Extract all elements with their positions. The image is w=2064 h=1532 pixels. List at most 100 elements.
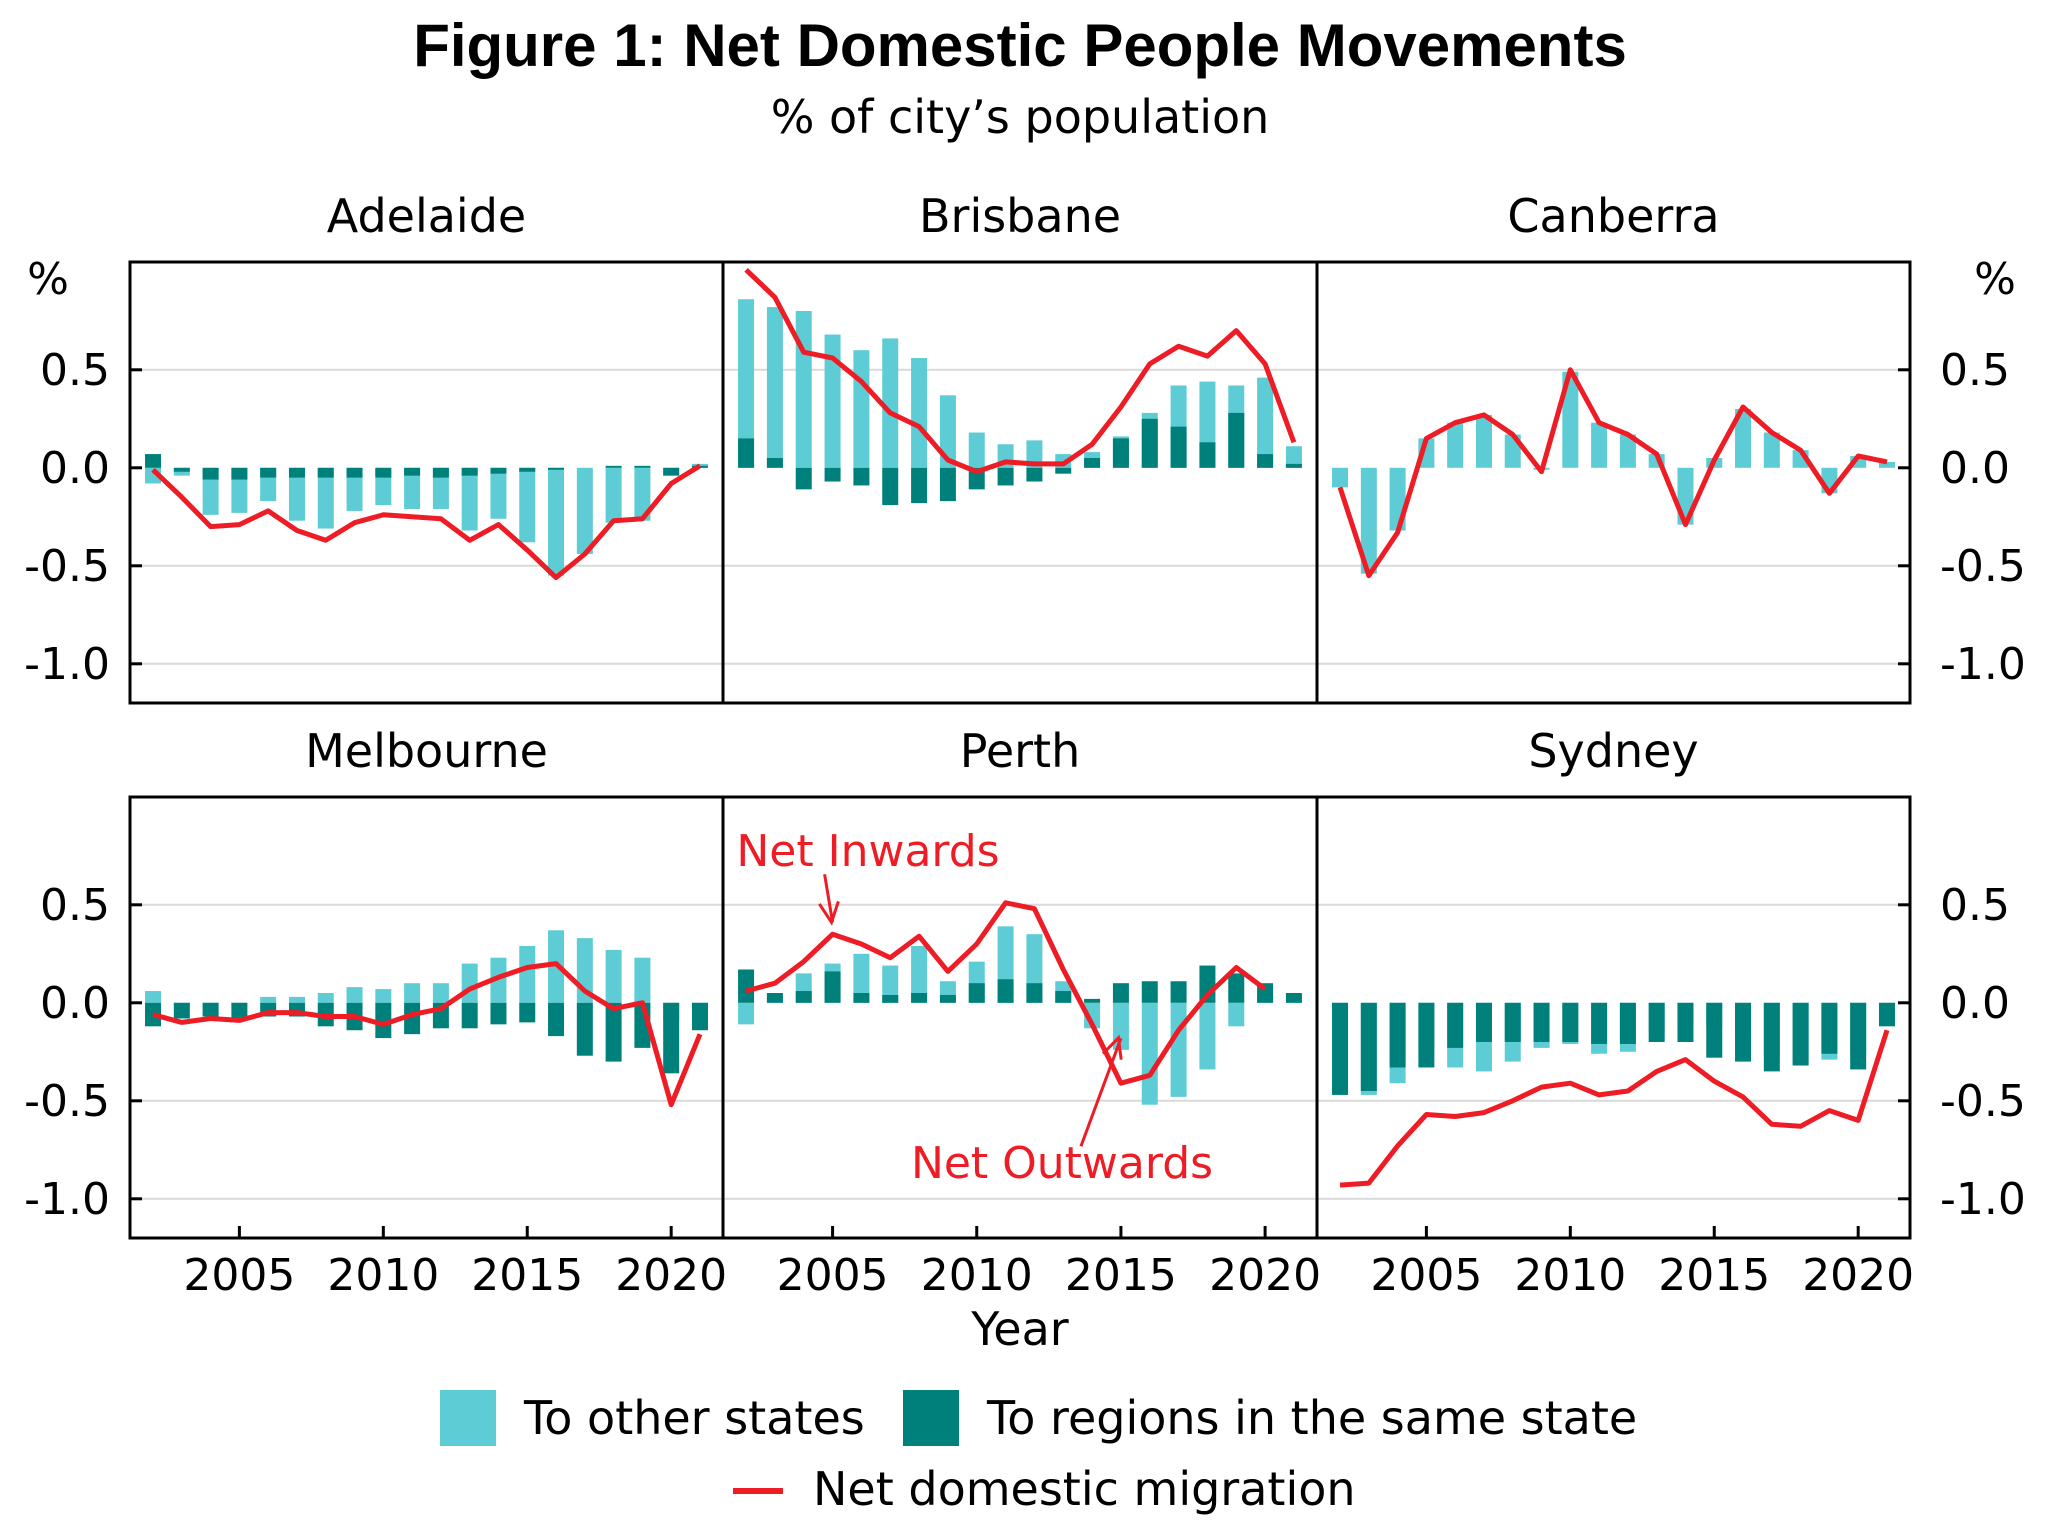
bar-same-state-2005: [824, 467, 841, 482]
chart-panels: Adelaide 0.5 0.0 -0.5 -1.0% Brisbane Canberra 0…: [24, 189, 2026, 1301]
bar-other-states-2019: [634, 467, 651, 521]
bar-same-state-2006: [853, 993, 870, 1003]
bar-other-states-2006: [853, 350, 870, 468]
panel-perth: Perth 2005 2010 2015 2020 Net Inwards Net Outw…: [721, 724, 1321, 1301]
x-tick-label: 2010: [1514, 1250, 1626, 1301]
bar-other-states-2021: [1878, 461, 1895, 468]
legend-swatch-to-other-states: [440, 1390, 496, 1446]
legend-swatch-to-regions-in-the-same-state: [903, 1390, 959, 1446]
bar-same-state-2015: [1112, 983, 1129, 1003]
bar-same-state-2015: [519, 467, 536, 472]
y-tick-label: -1.0: [1940, 639, 2026, 690]
bar-same-state-2019: [1228, 973, 1245, 1003]
panel-frame-adelaide: [128, 260, 725, 705]
y-unit-right: %: [1974, 254, 2016, 305]
panel-title-melbourne: Melbourne: [305, 724, 548, 778]
net-line-canberra: [1337, 367, 1888, 579]
bar-other-states-2017: [576, 467, 593, 555]
bar-same-state-2005: [231, 467, 248, 480]
bar-same-state-2019: [1228, 412, 1245, 468]
y-tick-label: 0.5: [40, 880, 110, 931]
bar-same-state-2014: [490, 467, 507, 474]
bar-other-states-2016: [1735, 409, 1752, 468]
bar-other-states-2016: [548, 467, 565, 576]
bar-other-states-2015: [519, 467, 536, 543]
bar-same-state-2005: [824, 971, 841, 1003]
bar-same-state-2014: [1084, 998, 1101, 1003]
x-tick-label: 2005: [777, 1250, 889, 1301]
bar-same-state-2009: [1533, 1002, 1550, 1042]
annotation-arrow-line: [1079, 1037, 1123, 1147]
bar-same-state-2005: [231, 1002, 248, 1019]
bar-same-state-2002: [738, 969, 755, 1003]
y-tick-label: -0.5: [1940, 1076, 2026, 1127]
bar-other-states-2006: [1447, 422, 1464, 468]
bar-same-state-2011: [997, 979, 1014, 1003]
bar-same-state-2019: [1821, 1002, 1838, 1054]
bar-other-states-2007: [882, 338, 899, 468]
x-tick-label: 2005: [1370, 1250, 1482, 1301]
bar-same-state-2007: [882, 467, 899, 506]
bar-other-states-2002: [738, 299, 755, 468]
panel-adelaide: Adelaide 0.5 0.0 -0.5 -1.0%: [24, 189, 725, 705]
bar-same-state-2012: [1026, 467, 1043, 482]
y-tick-label: -1.0: [24, 1174, 110, 1225]
bar-other-states-2011: [404, 467, 421, 509]
bar-same-state-2015: [519, 1002, 536, 1023]
bar-same-state-2003: [1360, 1002, 1377, 1091]
net-line-sydney: [1339, 1029, 1890, 1188]
bar-same-state-2021: [1285, 993, 1302, 1003]
x-tick-label: 2020: [615, 1250, 727, 1301]
bar-other-states-2015: [519, 945, 536, 1003]
y-tick-label: 0.0: [1940, 443, 2010, 494]
bar-same-state-2018: [605, 1002, 622, 1062]
bar-other-states-2019: [634, 957, 651, 1003]
bar-other-states-2008: [317, 467, 334, 529]
bar-other-states-2013: [461, 963, 478, 1003]
bar-other-states-2009: [939, 395, 956, 468]
annotation-net-outwards: Net Outwards: [911, 1138, 1213, 1189]
bar-other-states-2012: [432, 467, 449, 509]
x-tick-label: 2015: [1658, 1250, 1770, 1301]
bar-other-states-2009: [346, 987, 363, 1003]
bar-same-state-2014: [1677, 1002, 1694, 1042]
bar-same-state-2018: [1792, 1002, 1809, 1066]
y-tick-label: 0.0: [40, 443, 110, 494]
bar-same-state-2019: [634, 465, 651, 468]
bar-other-states-2008: [317, 993, 334, 1003]
bar-other-states-2006: [853, 953, 870, 1003]
bar-other-states-2014: [490, 467, 507, 519]
bar-other-states-2011: [404, 983, 421, 1003]
bar-other-states-2002: [738, 1002, 755, 1025]
bar-other-states-2009: [346, 467, 363, 511]
x-tick-label: 2015: [471, 1250, 583, 1301]
annotation-arrow-head: [818, 900, 840, 926]
legend: To other states To regions in the same st…: [440, 1390, 1637, 1516]
bar-other-states-2002: [1332, 467, 1349, 488]
bar-same-state-2003: [766, 458, 783, 468]
bar-same-state-2011: [997, 467, 1014, 486]
bar-same-state-2009: [939, 467, 956, 502]
x-tick-label: 2015: [1065, 1250, 1177, 1301]
bar-same-state-2010: [375, 1002, 392, 1039]
bar-same-state-2014: [1084, 458, 1101, 468]
x-tick-label: 2010: [327, 1250, 439, 1301]
bar-same-state-2012: [1619, 1002, 1636, 1044]
bar-other-states-2017: [1763, 432, 1780, 468]
bar-same-state-2004: [1389, 1002, 1406, 1068]
bar-same-state-2013: [461, 467, 478, 476]
bar-same-state-2012: [1026, 983, 1043, 1003]
bar-other-states-2003: [1360, 467, 1377, 574]
net-line-adelaide: [151, 463, 702, 581]
bar-same-state-2021: [1285, 463, 1302, 468]
net-line-melbourne: [152, 961, 703, 1108]
bar-same-state-2016: [1735, 1002, 1752, 1062]
bar-same-state-2003: [173, 467, 190, 472]
bar-other-states-2019: [1228, 1002, 1245, 1027]
bar-same-state-2002: [738, 438, 755, 468]
bar-other-states-2013: [461, 467, 478, 531]
y-tick-label: -1.0: [24, 639, 110, 690]
y-tick-label: 0.0: [40, 978, 110, 1029]
bar-same-state-2013: [1648, 1002, 1665, 1042]
bar-same-state-2010: [968, 467, 985, 490]
